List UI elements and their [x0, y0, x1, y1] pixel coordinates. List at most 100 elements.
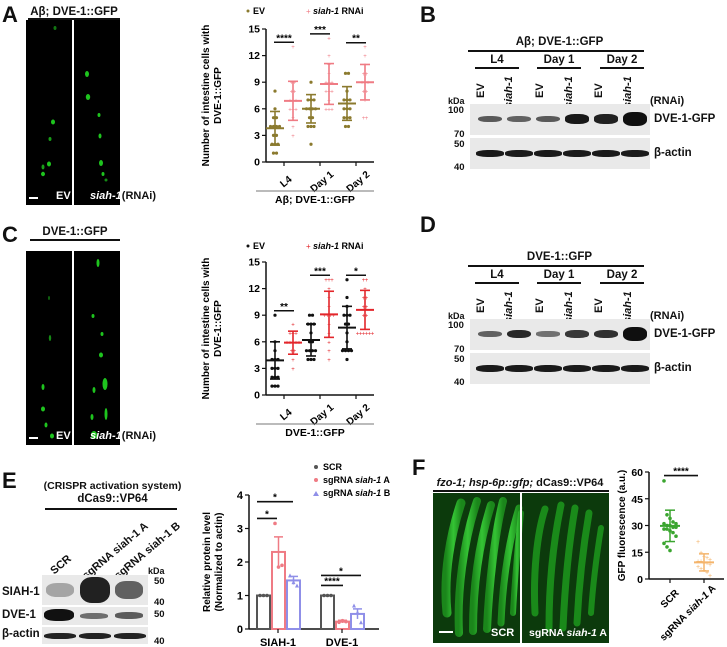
scr-label: SCR: [491, 627, 515, 639]
svg-text:+: +: [359, 331, 363, 337]
kda-label: kDa: [448, 96, 465, 106]
svg-text:6: 6: [254, 103, 260, 115]
svg-text:15: 15: [248, 24, 260, 36]
svg-text:Aβ; DVE-1::GFP: Aβ; DVE-1::GFP: [275, 194, 355, 206]
band: [46, 583, 74, 597]
rnai-label: (RNAi): [650, 310, 685, 322]
svg-text:*: *: [265, 509, 269, 520]
band: [44, 609, 74, 621]
band: [563, 150, 591, 157]
group-label: L4: [490, 54, 504, 66]
mw-marker: 100: [448, 320, 464, 331]
panel-c-micrograph-title: DVE-1::GFP: [42, 226, 108, 238]
lane-label: EV: [534, 298, 546, 313]
band: [476, 150, 504, 157]
svg-text:+: +: [362, 278, 366, 284]
lane-label: EV: [475, 83, 487, 98]
svg-text:+: +: [327, 349, 331, 355]
panel-f-title: fzo-1; hsp-6p::gfp; dCas9::VP64: [430, 477, 610, 489]
svg-text:+: +: [708, 562, 712, 569]
band: [114, 633, 146, 639]
svg-text:+: +: [324, 90, 328, 96]
scale-bar: [439, 631, 453, 633]
svg-text:3: 3: [237, 524, 243, 536]
dve-1-gfp-label: DVE-1-GFP: [654, 328, 716, 340]
band: [534, 365, 562, 372]
svg-text:siah-1 RNAi: siah-1 RNAi: [313, 241, 364, 251]
panel-a-letter: A: [2, 2, 18, 27]
band: [623, 111, 647, 127]
blot-title-underline: [468, 50, 644, 52]
svg-text:+: +: [696, 539, 700, 546]
svg-text:sgRNA siah-1 A: sgRNA siah-1 A: [658, 583, 718, 643]
svg-text:+: +: [356, 331, 360, 337]
svg-text:+: +: [363, 45, 367, 51]
svg-text:30: 30: [631, 521, 643, 533]
mw-marker: 50: [454, 139, 465, 150]
svg-text:+: +: [363, 54, 367, 60]
band: [80, 613, 108, 619]
band: [594, 329, 618, 339]
panel-c-title-underline: [30, 239, 120, 241]
svg-text:+: +: [371, 331, 375, 337]
panel-f-letter: F: [412, 455, 426, 480]
band: [565, 329, 589, 339]
svg-text:DVE-1::GFP: DVE-1::GFP: [285, 427, 345, 439]
svg-text:9: 9: [254, 77, 260, 89]
band: [534, 150, 562, 157]
panel-f-title-underline: [433, 490, 609, 492]
genotype-plain: dCas9::VP64: [533, 477, 604, 489]
svg-text:+: +: [327, 278, 331, 284]
panel-c-rnai-label: siah-1(RNAi): [90, 430, 156, 442]
gfp-worms-image: [439, 493, 604, 643]
svg-text:+: +: [290, 90, 294, 96]
mw-marker: 40: [454, 377, 465, 388]
band: [478, 115, 502, 123]
svg-text:+: +: [326, 314, 330, 320]
svg-text:+: +: [306, 7, 311, 16]
svg-text:+: +: [705, 560, 709, 567]
svg-text:SCR: SCR: [323, 462, 343, 472]
svg-text:****: ****: [276, 33, 292, 44]
svg-text:+: +: [327, 107, 331, 113]
band: [44, 633, 76, 639]
svg-text:+: +: [294, 331, 298, 337]
svg-text:+: +: [362, 90, 366, 96]
mw-marker: 50: [154, 576, 165, 587]
group-underline: [475, 67, 519, 69]
svg-text:+: +: [696, 564, 700, 571]
kda-label: kDa: [448, 311, 465, 321]
svg-text:+: +: [327, 36, 331, 42]
svg-text:+: +: [368, 331, 372, 337]
band: [536, 331, 560, 337]
lane-label: EV: [593, 83, 605, 98]
svg-text:+: +: [293, 349, 297, 355]
svg-text:+: +: [291, 134, 295, 140]
svg-text:+: +: [365, 90, 369, 96]
svg-text:**: **: [352, 34, 360, 45]
svg-text:+: +: [362, 116, 366, 122]
dve-1-blot: [42, 607, 148, 625]
svg-text:0: 0: [637, 574, 643, 586]
mw-marker: 40: [454, 162, 465, 173]
panel-e-chart: 0 1 2 3 4 Relative protein level(Normalized t…: [202, 462, 391, 647]
sgrna-suffix: A: [596, 627, 608, 639]
svg-text:+: +: [293, 81, 297, 87]
panel-d-letter: D: [420, 212, 436, 237]
svg-text:Relative protein level(Normali: Relative protein level(Normalized to act…: [202, 512, 225, 612]
lane-label: SCR: [48, 552, 74, 577]
ev-label: EV: [56, 190, 71, 202]
svg-text:+: +: [291, 367, 295, 373]
mw-marker: 70: [454, 344, 465, 355]
beta-actin-blot: [470, 138, 650, 169]
panel-e-subtitle: (CRISPR activation system): [43, 480, 182, 492]
panel-a-micrograph-title: Aβ; DVE-1::GFP: [30, 6, 118, 18]
svg-text:+: +: [290, 81, 294, 87]
svg-text:SIAH-1: SIAH-1: [260, 637, 296, 647]
lane-label: EV: [475, 298, 487, 313]
group-underline: [537, 282, 581, 284]
svg-text:+: +: [362, 296, 366, 302]
band: [80, 577, 110, 603]
svg-text:3: 3: [254, 130, 260, 142]
